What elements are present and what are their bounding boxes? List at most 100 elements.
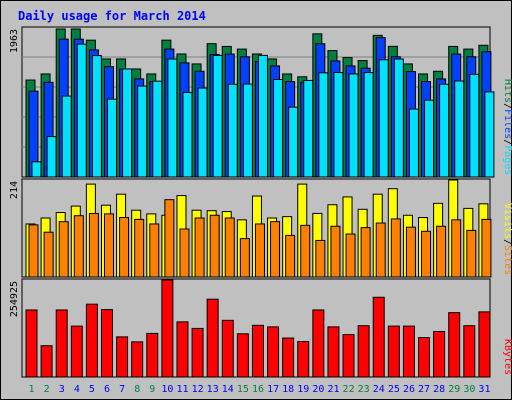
bar-sites <box>164 199 175 278</box>
bar-sites <box>28 224 39 278</box>
bar-sites <box>481 218 492 278</box>
bar-sites <box>315 239 326 278</box>
bar-pages <box>91 55 102 178</box>
bar-sites <box>285 234 296 278</box>
bar-kbytes <box>267 326 280 378</box>
bar-sites <box>179 228 190 278</box>
x-tick-label: 15 <box>237 384 249 395</box>
bar-kbytes <box>25 309 38 378</box>
bar-kbytes <box>221 319 234 378</box>
bar-pages <box>257 54 268 178</box>
bar-sites <box>73 215 84 278</box>
bar-sites <box>239 238 250 278</box>
bar-kbytes <box>387 325 400 378</box>
bar-pages <box>363 72 374 178</box>
bar-sites <box>436 225 447 278</box>
bar-pages <box>61 95 72 178</box>
bar-sites <box>451 219 462 278</box>
x-tick-label: 2 <box>44 384 50 395</box>
bar-sites <box>103 213 114 278</box>
bar-sites <box>270 221 281 278</box>
x-tick-label: 10 <box>161 384 173 395</box>
x-tick-label: 31 <box>478 384 490 395</box>
x-tick-label: 30 <box>463 384 475 395</box>
x-tick-label: 23 <box>358 384 370 395</box>
x-tick-label: 4 <box>74 384 80 395</box>
bar-sites <box>405 226 416 278</box>
x-tick-label: 13 <box>207 384 219 395</box>
x-tick-label: 20 <box>312 384 324 395</box>
y-axis-max-label: 254925 <box>9 281 20 317</box>
bar-kbytes <box>85 303 98 378</box>
bar-sites <box>149 223 160 278</box>
x-tick-label: 11 <box>176 384 188 395</box>
axis-label-part: Visits <box>502 203 512 239</box>
bar-sites <box>330 225 341 278</box>
bar-pages <box>212 54 223 178</box>
x-tick-label: 7 <box>119 384 125 395</box>
bar-pages <box>197 87 208 178</box>
bar-sites <box>43 231 54 278</box>
bar-sites <box>194 217 205 278</box>
bar-pages <box>484 91 495 178</box>
bar-kbytes <box>282 337 295 378</box>
bar-kbytes <box>146 332 159 378</box>
bar-sites <box>300 224 311 278</box>
bar-sites <box>375 222 386 278</box>
bar-kbytes <box>131 341 144 378</box>
bar-pages <box>378 59 389 178</box>
bar-kbytes <box>478 311 491 378</box>
bar-kbytes <box>357 325 370 378</box>
bar-sites <box>224 217 235 278</box>
bar-kbytes <box>40 345 53 378</box>
x-tick-label: 12 <box>192 384 204 395</box>
bar-sites <box>345 233 356 278</box>
bar-pages <box>333 72 344 178</box>
bar-pages <box>288 106 299 178</box>
bar-pages <box>122 68 133 178</box>
bar-pages <box>273 79 284 178</box>
x-tick-label: 29 <box>448 384 460 395</box>
x-tick-label: 21 <box>327 384 339 395</box>
bar-kbytes <box>418 337 431 378</box>
bar-pages <box>348 73 359 178</box>
bar-pages <box>152 80 163 178</box>
bar-pages <box>182 91 193 178</box>
y-axis-max-label: 1963 <box>9 29 20 53</box>
bar-sites <box>390 218 401 278</box>
bar-kbytes <box>327 326 340 378</box>
axis-label-part: Sites <box>502 245 512 275</box>
bar-pages <box>227 83 238 178</box>
bar-pages <box>76 43 87 178</box>
bar-pages <box>318 72 329 178</box>
x-tick-label: 9 <box>149 384 155 395</box>
axis-label-part: KBytes <box>502 339 512 375</box>
bar-pages <box>454 80 465 178</box>
x-tick-label: 16 <box>252 384 264 395</box>
axis-label-part: Files <box>502 109 512 139</box>
bar-kbytes <box>70 325 83 378</box>
x-tick-label: 26 <box>403 384 415 395</box>
bar-kbytes <box>206 298 219 378</box>
bar-kbytes <box>342 334 355 378</box>
bar-pages <box>424 99 435 178</box>
x-tick-label: 5 <box>89 384 95 395</box>
bar-sites <box>466 229 477 278</box>
bar-pages <box>439 83 450 178</box>
bar-pages <box>408 108 419 178</box>
x-tick-label: 14 <box>222 384 234 395</box>
bar-kbytes <box>236 333 249 378</box>
bar-kbytes <box>55 309 68 378</box>
bar-kbytes <box>402 325 415 378</box>
bar-pages <box>242 83 253 178</box>
x-tick-label: 28 <box>433 384 445 395</box>
bar-sites <box>360 227 371 278</box>
bar-kbytes <box>161 279 174 378</box>
bar-sites <box>209 214 220 278</box>
axis-label-part: / <box>502 139 512 145</box>
bar-sites <box>58 221 69 278</box>
x-tick-label: 17 <box>267 384 279 395</box>
bar-kbytes <box>116 336 129 378</box>
bar-sites <box>119 217 130 278</box>
